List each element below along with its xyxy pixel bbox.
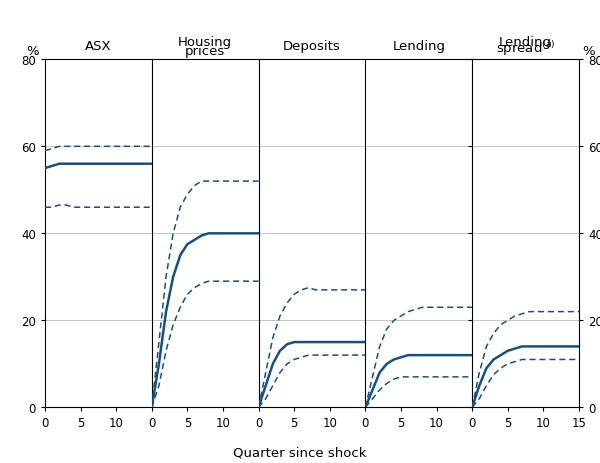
- Text: spread$^{(a)}$: spread$^{(a)}$: [496, 39, 556, 58]
- Text: Quarter since shock: Quarter since shock: [233, 445, 367, 458]
- Text: ASX: ASX: [85, 40, 112, 53]
- Text: Housing: Housing: [178, 36, 232, 49]
- Text: Lending: Lending: [499, 36, 552, 49]
- Text: Deposits: Deposits: [283, 40, 341, 53]
- Text: Lending: Lending: [392, 40, 445, 53]
- Text: %: %: [582, 45, 595, 58]
- Text: prices: prices: [185, 45, 226, 58]
- Text: %: %: [26, 45, 39, 58]
